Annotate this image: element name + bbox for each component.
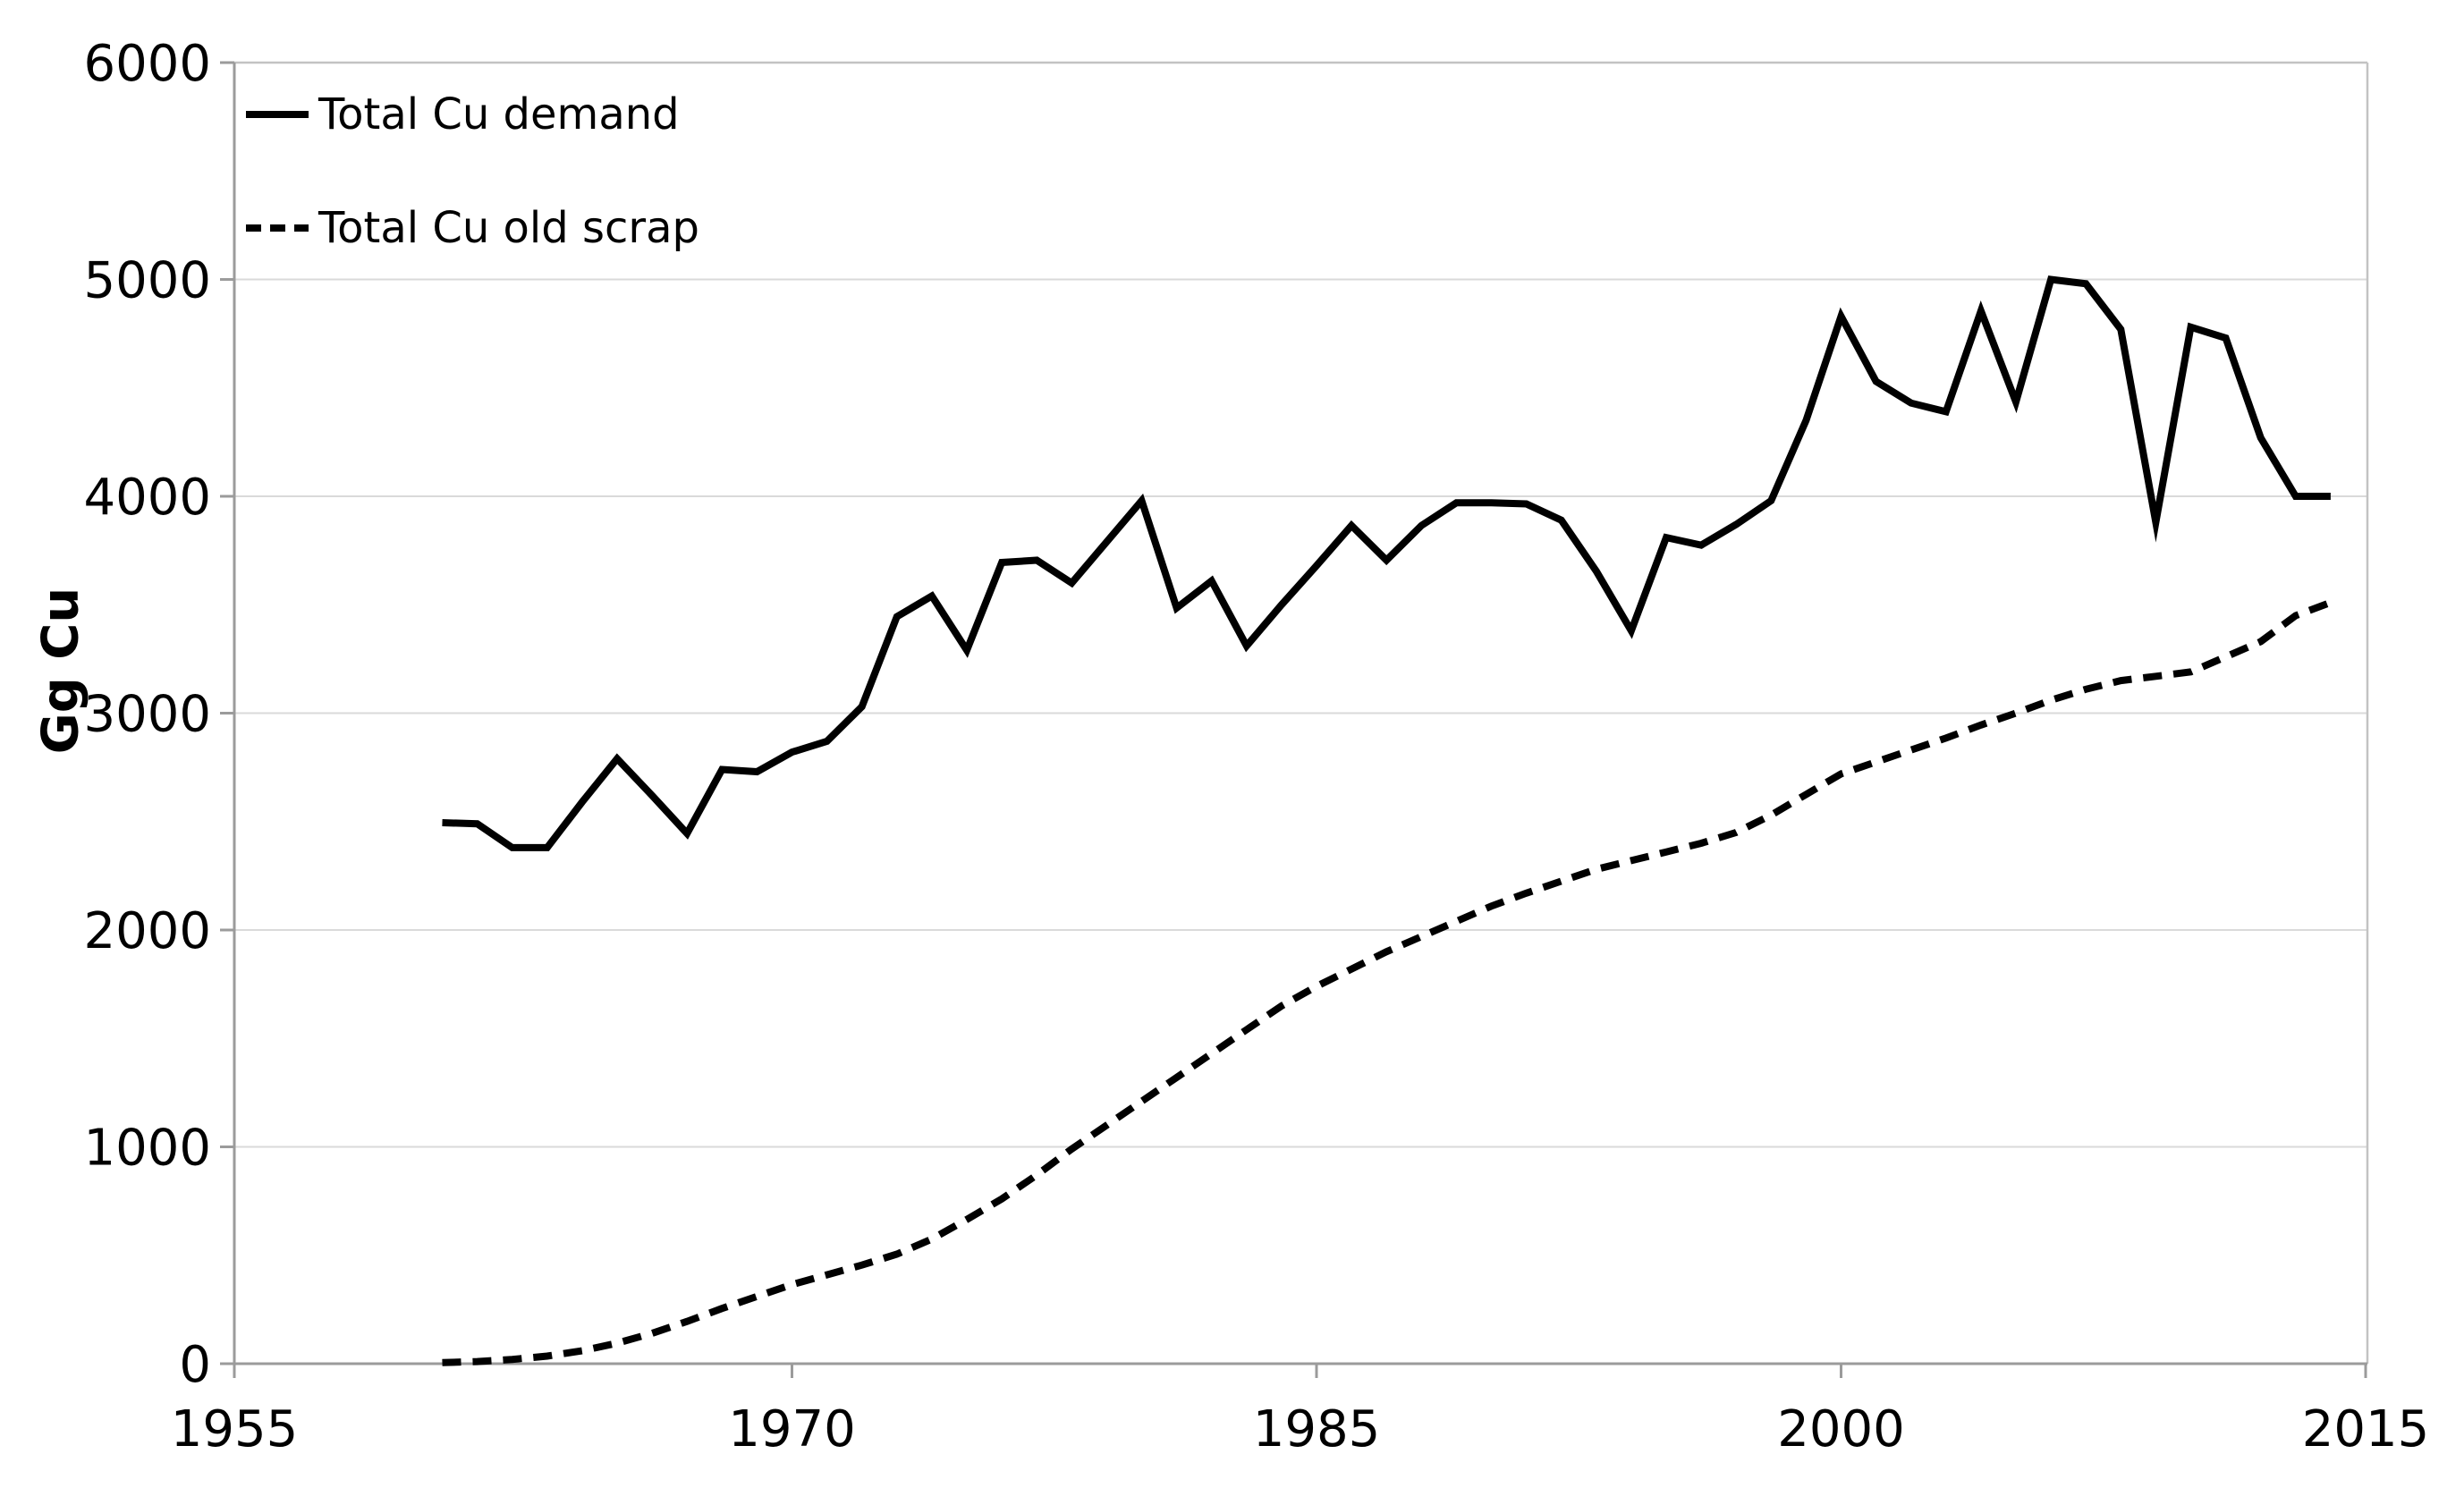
y-tick-label-6000: 6000 xyxy=(83,35,211,93)
y-tick-label-5000: 5000 xyxy=(83,252,211,310)
legend-label-total-cu-old-scrap: Total Cu old scrap xyxy=(318,203,699,253)
x-tick-label-2000: 2000 xyxy=(1777,1400,1905,1458)
scrap-dashed-line-swatch xyxy=(246,224,309,232)
y-tick-label-1000: 1000 xyxy=(83,1120,211,1178)
total-cu-demand-line xyxy=(442,275,2331,851)
demand-solid-line-swatch xyxy=(246,111,309,118)
y-tick-label-0: 0 xyxy=(179,1336,211,1394)
x-tick-label-2015: 2015 xyxy=(2302,1400,2430,1458)
y-tick-label-2000: 2000 xyxy=(83,902,211,960)
x-tick-label-1985: 1985 xyxy=(1253,1400,1381,1458)
legend-item-total-cu-old-scrap: Total Cu old scrap xyxy=(244,205,699,251)
x-tick-label-1955: 1955 xyxy=(171,1400,299,1458)
legend-item-total-cu-demand: Total Cu demand xyxy=(244,91,680,138)
total-cu-old-scrap-line xyxy=(442,599,2333,1366)
legend-label-total-cu-demand: Total Cu demand xyxy=(318,89,680,140)
x-tick-label-1970: 1970 xyxy=(728,1400,856,1458)
y-axis-title: Gg Cu xyxy=(31,587,90,755)
y-tick-label-4000: 4000 xyxy=(83,469,211,527)
y-tick-label-3000: 3000 xyxy=(83,686,211,744)
